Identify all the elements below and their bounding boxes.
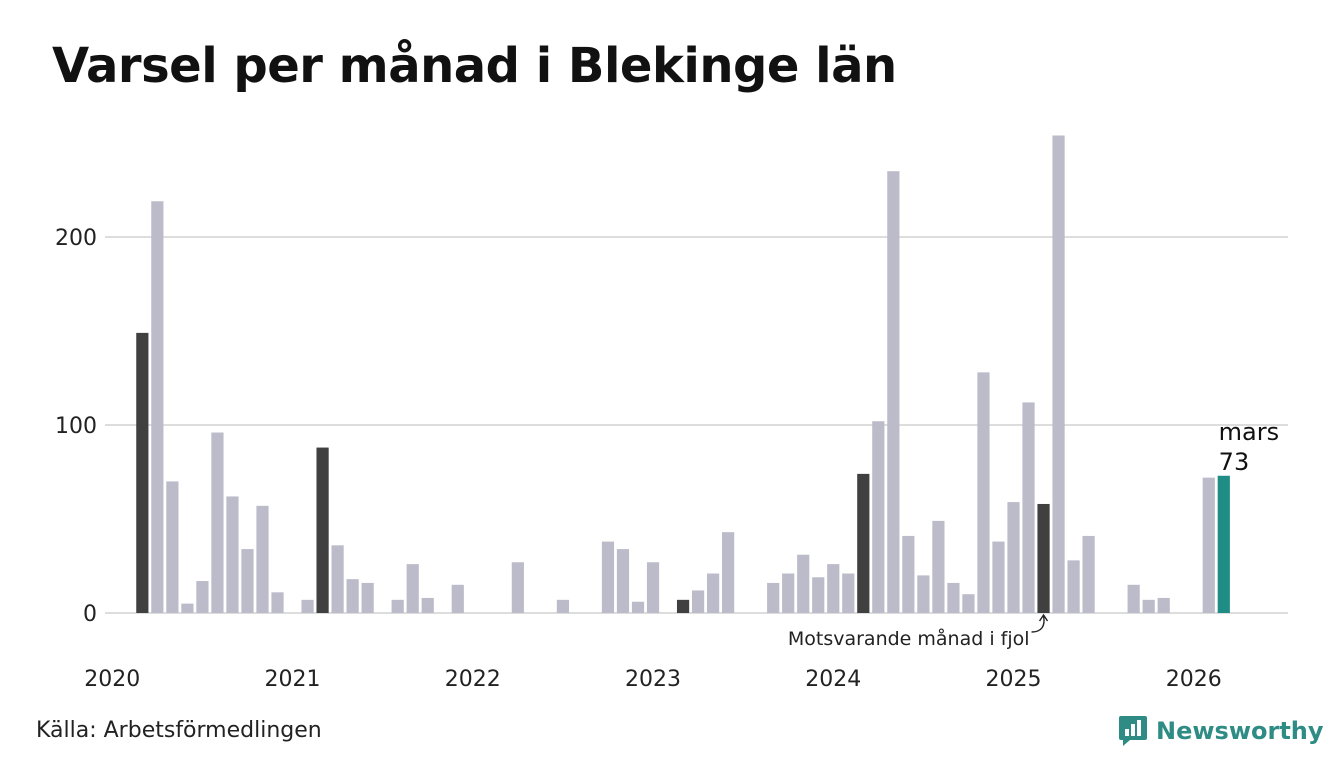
- bar-chart: 0 100 200 2020 2021 2022 2023 2024 2025 2026 mars7…: [55, 135, 1288, 692]
- bar-3: [151, 201, 164, 613]
- bar-50: [857, 473, 870, 613]
- bar-4: [166, 481, 179, 613]
- current-value-label: 73: [1219, 448, 1250, 476]
- bar-70: [1157, 597, 1170, 613]
- x-tick-label-2023: 2023: [625, 667, 681, 692]
- bar-27: [511, 562, 524, 613]
- bar-41: [722, 532, 735, 613]
- bar-58: [977, 372, 990, 613]
- bar-16: [346, 579, 359, 613]
- bar-59: [992, 541, 1005, 613]
- bar-73: [1202, 477, 1215, 613]
- newsworthy-logo: Newsworthy: [1118, 714, 1324, 748]
- bar-6: [196, 581, 209, 613]
- bar-44: [767, 582, 780, 613]
- x-tick-label-2025: 2025: [986, 667, 1042, 692]
- bar-65: [1082, 535, 1095, 613]
- bar-30: [556, 599, 569, 613]
- bar-57: [962, 594, 975, 613]
- bar-69: [1142, 599, 1155, 613]
- bar-17: [361, 582, 374, 613]
- bar-46: [797, 554, 810, 613]
- bar-51: [872, 421, 885, 613]
- y-tick-label-100: 100: [55, 414, 97, 439]
- bar-2: [136, 332, 149, 613]
- bar-23: [451, 584, 464, 613]
- bar-60: [1007, 502, 1020, 613]
- current-month-label: mars: [1219, 418, 1279, 446]
- y-tick-label-200: 200: [55, 226, 97, 251]
- bar-40: [707, 573, 720, 613]
- bar-48: [827, 564, 840, 613]
- annotation-arrow: [1031, 615, 1045, 633]
- bar-20: [406, 564, 419, 613]
- brand-name: Newsworthy: [1156, 717, 1324, 745]
- bar-15: [331, 545, 344, 613]
- bar-13: [301, 599, 314, 613]
- x-tick-label-2021: 2021: [265, 667, 321, 692]
- x-tick-label-2024: 2024: [805, 667, 861, 692]
- bar-74: [1217, 475, 1230, 613]
- x-tick-label-2026: 2026: [1166, 667, 1222, 692]
- bar-61: [1022, 402, 1035, 613]
- bar-7: [211, 432, 224, 613]
- bar-21: [421, 597, 434, 613]
- bar-33: [601, 541, 615, 613]
- bar-19: [391, 599, 404, 613]
- bar-8: [226, 496, 239, 613]
- newsworthy-icon: [1119, 716, 1147, 746]
- bar-62: [1037, 503, 1050, 613]
- bar-52: [887, 171, 900, 613]
- x-tick-label-2022: 2022: [445, 667, 501, 692]
- bar-39: [691, 590, 705, 613]
- annotation-arrowhead: [1038, 613, 1049, 622]
- bar-56: [947, 582, 960, 613]
- bar-55: [932, 520, 945, 613]
- chart-title: Varsel per månad i Blekinge län: [52, 38, 897, 94]
- bar-11: [271, 592, 284, 613]
- bar-14: [316, 447, 329, 613]
- bar-63: [1052, 135, 1065, 614]
- bar-38: [676, 599, 690, 613]
- bar-36: [646, 562, 660, 613]
- y-tick-label-0: 0: [83, 602, 97, 627]
- bar-53: [902, 535, 915, 613]
- bar-54: [917, 575, 930, 613]
- bar-9: [241, 549, 254, 613]
- bar-5: [181, 603, 194, 613]
- x-tick-label-2020: 2020: [84, 667, 140, 692]
- bar-10: [256, 505, 269, 613]
- bar-45: [782, 573, 795, 613]
- bar-47: [812, 577, 825, 613]
- annotation-text: Motsvarande månad i fjol: [788, 627, 1030, 650]
- bar-35: [631, 601, 645, 613]
- bar-64: [1067, 560, 1080, 613]
- bar-68: [1127, 584, 1140, 613]
- bar-49: [842, 573, 855, 613]
- bar-34: [616, 549, 630, 613]
- source-text: Källa: Arbetsförmedlingen: [36, 718, 322, 743]
